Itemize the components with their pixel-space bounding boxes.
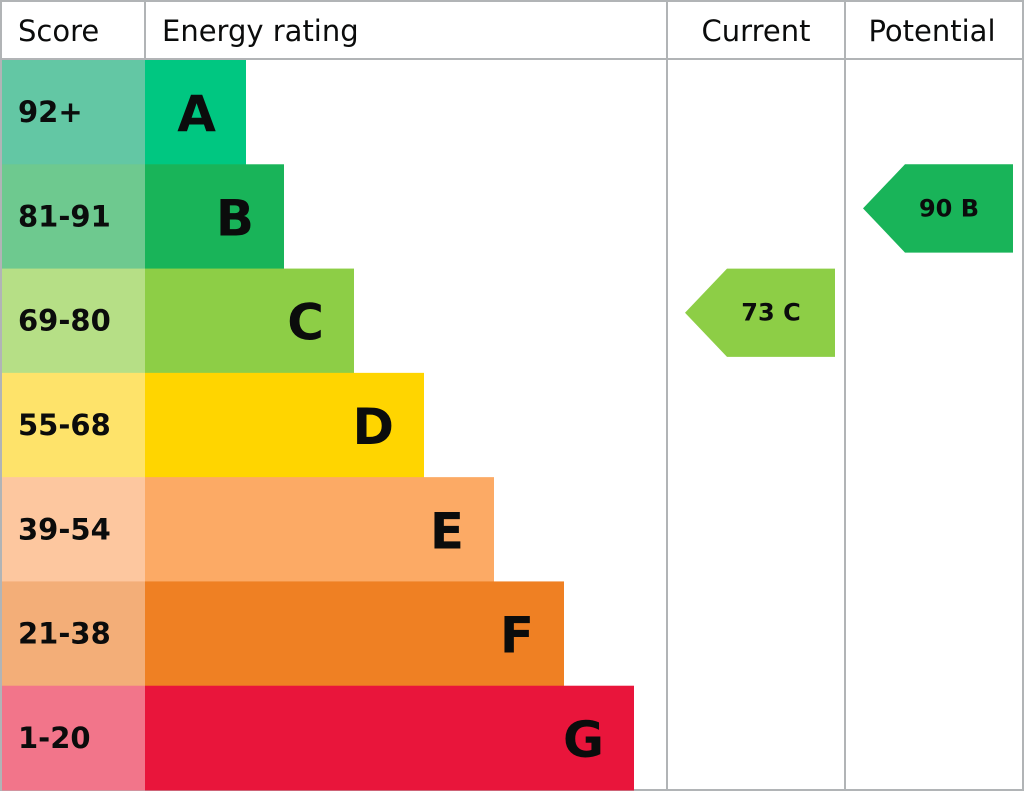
rating-letter: F xyxy=(500,607,534,665)
score-range: 21-38 xyxy=(18,617,111,651)
score-range: 92+ xyxy=(18,95,83,129)
score-cell xyxy=(2,685,145,791)
rating-letter: C xyxy=(287,294,324,352)
rating-bar xyxy=(145,372,424,478)
score-range: 55-68 xyxy=(18,408,111,442)
header-score: Score xyxy=(18,14,99,48)
score-cell xyxy=(2,60,145,165)
header-potential: Potential xyxy=(868,14,995,48)
current-label: 73 C xyxy=(741,299,800,327)
potential-rating: B xyxy=(961,194,979,222)
current-score: 73 xyxy=(741,299,774,327)
score-range: 81-91 xyxy=(18,199,111,233)
score-cell xyxy=(2,268,145,374)
score-range: 1-20 xyxy=(18,721,91,755)
rating-bar xyxy=(145,60,246,165)
rating-bar xyxy=(145,268,354,374)
score-range: 39-54 xyxy=(18,512,111,546)
score-range: 69-80 xyxy=(18,304,111,338)
potential-label: 90 B xyxy=(919,194,979,222)
rating-bar xyxy=(145,164,284,270)
rating-bar xyxy=(145,477,494,582)
score-cell xyxy=(2,477,145,582)
rating-letter: D xyxy=(352,398,394,456)
score-cell xyxy=(2,581,145,687)
header-current: Current xyxy=(702,14,811,48)
rating-letter: E xyxy=(430,502,464,560)
rating-bar xyxy=(145,581,564,687)
score-cell xyxy=(2,164,145,270)
header-rating: Energy rating xyxy=(162,14,359,48)
rating-letter: A xyxy=(177,85,216,143)
score-cell xyxy=(2,372,145,478)
rating-letter: G xyxy=(563,711,604,769)
potential-arrow xyxy=(863,164,1013,253)
rating-bar xyxy=(145,685,634,791)
potential-score: 90 xyxy=(919,194,952,222)
current-arrow xyxy=(685,268,835,357)
current-rating: C xyxy=(783,299,801,327)
rating-letter: B xyxy=(216,189,254,247)
